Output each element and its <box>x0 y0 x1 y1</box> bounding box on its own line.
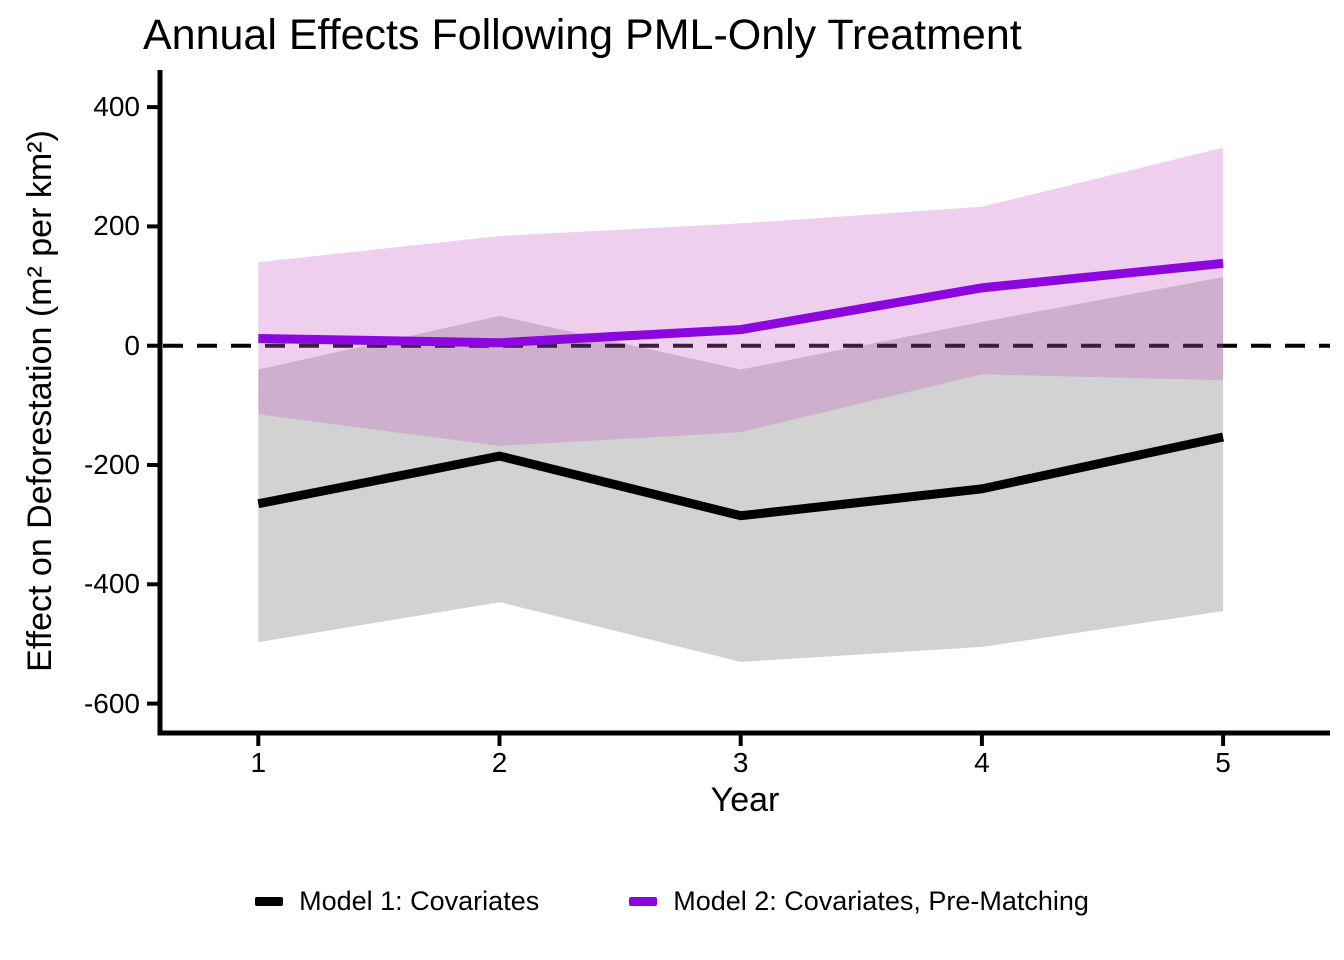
legend-item-model1: Model 1: Covariates <box>255 884 539 918</box>
x-tick-label: 1 <box>250 747 267 778</box>
model1-legend-swatch <box>255 896 284 906</box>
x-tick-label: 4 <box>974 747 990 778</box>
x-tick-label: 2 <box>491 747 508 778</box>
y-axis-label: Effect on Deforestation (m² per km²) <box>21 130 59 672</box>
y-tick-label: -200 <box>83 449 140 480</box>
model1-ci-band <box>258 277 1224 662</box>
x-tick-label: 3 <box>732 747 749 778</box>
y-tick-label: -400 <box>83 568 140 600</box>
model2-legend-label: Model 2: Covariates, Pre-Matching <box>673 886 1089 916</box>
legend-item-model2: Model 2: Covariates, Pre-Matching <box>629 884 1089 918</box>
y-tick-label: 400 <box>93 91 140 123</box>
x-axis-label: Year <box>710 781 780 819</box>
y-tick-label: -600 <box>83 687 140 719</box>
model2-line <box>258 258 1224 348</box>
chart-title: Annual Effects Following PML-Only Treatm… <box>143 11 1022 59</box>
legend: Model 1: Covariates Model 2: Covariates,… <box>0 883 1344 919</box>
y-tick-label: 200 <box>93 210 140 242</box>
model1-line <box>257 432 1225 521</box>
x-tick-label: 5 <box>1215 747 1231 778</box>
y-tick-label: 0 <box>124 329 140 361</box>
model2-ci-band <box>258 147 1224 446</box>
model2-legend-swatch <box>629 896 658 906</box>
model1-legend-label: Model 1: Covariates <box>299 886 540 916</box>
